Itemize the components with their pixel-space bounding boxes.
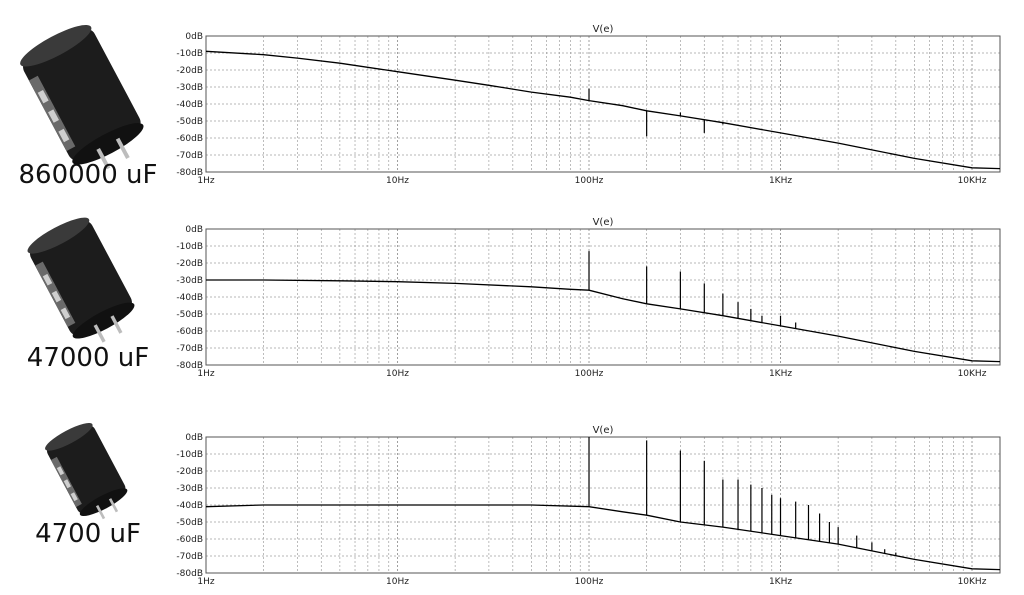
y-tick-label: -80dB	[176, 168, 203, 178]
x-tick-label: 1Hz	[197, 176, 214, 186]
electrolytic-capacitor-icon	[27, 217, 135, 343]
chart-1: V(e) 0dB -10dB -20dB -30dB -40dB -50dB -60dB -70…	[176, 24, 1001, 186]
capacitor-value-label: 860000 uF	[18, 160, 158, 190]
y-tick-label: -60dB	[176, 327, 203, 337]
x-tick-label: 100Hz	[575, 577, 604, 587]
x-tick-label: 1Hz	[197, 577, 214, 587]
y-tick-label: -20dB	[176, 66, 203, 76]
chart-title: V(e)	[593, 425, 614, 436]
x-tick-label: 1Hz	[197, 369, 214, 379]
y-tick-label: -40dB	[176, 100, 203, 110]
plot-frame	[205, 436, 1001, 574]
y-tick-label: -20dB	[176, 259, 203, 269]
y-tick-label: -40dB	[176, 501, 203, 511]
x-tick-label: 1KHz	[769, 577, 792, 587]
y-tick-label: -10dB	[176, 450, 203, 460]
y-tick-label: -40dB	[176, 293, 203, 303]
panel-1: 860000 uF V(e) 0dB -10dB -20dB -30dB -40dB -50…	[0, 0, 1024, 190]
y-tick-label: -60dB	[176, 535, 203, 545]
y-tick-label: 0dB	[185, 225, 203, 235]
series-line	[205, 504, 1001, 571]
electrolytic-capacitor-icon	[45, 423, 128, 520]
x-tick-label: 1KHz	[769, 369, 792, 379]
y-tick-label: -20dB	[176, 467, 203, 477]
y-tick-label: -30dB	[176, 484, 203, 494]
capacitor-value-label: 4700 uF	[35, 519, 141, 549]
chart-title: V(e)	[593, 217, 614, 228]
series-line	[206, 279, 1001, 363]
y-tick-label: 0dB	[185, 32, 203, 42]
y-tick-label: -60dB	[176, 134, 203, 144]
series-line	[205, 50, 1001, 170]
chart-2: V(e) 0dB -10dB -20dB -30dB -40dB -50dB -60dB -70…	[176, 217, 1001, 379]
panel-2: 47000 uF V(e) 0dB -10dB -20dB -30dB -40dB -50d…	[0, 193, 1024, 379]
x-tick-label: 10Hz	[386, 369, 409, 379]
x-tick-label: 100Hz	[575, 176, 604, 186]
y-tick-label: -70dB	[176, 552, 203, 562]
y-tick-label: -30dB	[176, 276, 203, 286]
y-tick-label: -70dB	[176, 344, 203, 354]
y-tick-label: -50dB	[176, 518, 203, 528]
x-tick-label: 100Hz	[575, 369, 604, 379]
y-tick-label: -10dB	[176, 242, 203, 252]
chart-3: V(e) 0dB -10dB -20dB -30dB -40dB -50dB -60dB -70…	[176, 425, 1001, 587]
y-tick-label: -10dB	[176, 49, 203, 59]
y-tick-label: -80dB	[176, 569, 203, 579]
x-tick-label: 1KHz	[769, 176, 792, 186]
y-tick-label: -80dB	[176, 361, 203, 371]
y-tick-label: -70dB	[176, 151, 203, 161]
x-tick-label: 10Hz	[386, 176, 409, 186]
x-tick-label: 10KHz	[958, 369, 987, 379]
capacitor-value-label: 47000 uF	[26, 343, 150, 373]
x-tick-label: 10Hz	[386, 577, 409, 587]
y-tick-label: -50dB	[176, 117, 203, 127]
y-tick-label: -30dB	[176, 83, 203, 93]
electrolytic-capacitor-icon	[20, 25, 144, 170]
y-tick-label: 0dB	[185, 433, 203, 443]
y-tick-label: -50dB	[176, 310, 203, 320]
plot-frame	[205, 228, 1001, 366]
panel-3: 4700 uF V(e) 0dB -10dB -20dB -30dB -40dB -50dB…	[0, 401, 1024, 587]
x-tick-label: 10KHz	[958, 176, 987, 186]
x-tick-label: 10KHz	[958, 577, 987, 587]
chart-title: V(e)	[593, 24, 614, 35]
plot-frame	[205, 35, 1001, 173]
